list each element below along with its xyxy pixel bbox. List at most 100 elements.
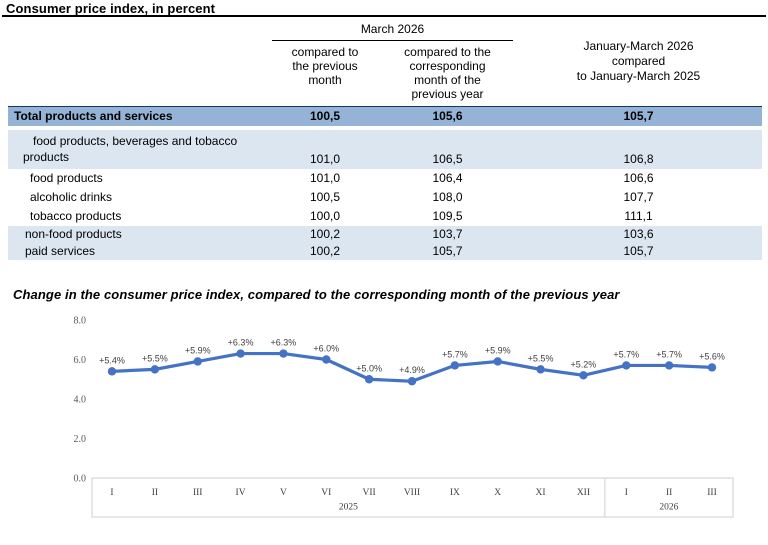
x-axis-month-label: II [152,488,158,498]
cpi-line-chart: 0.02.04.06.08.0I II III IV V VI VII VIII IX X XI XI… [74,316,734,518]
row-value: 100,0 [309,209,341,224]
table-row: food products 101,0 106,4 106,6 [8,168,762,188]
data-point-marker [150,365,160,374]
row-value: 103,7 [432,227,463,242]
table-row: paid services 100,2 105,7 105,7 [8,242,762,260]
table-body: Total products and services 100,5 105,6 105… [8,105,762,260]
row-label: tobacco products [30,209,122,224]
row-value: 105,7 [623,244,654,259]
table-row: food products, beverages and tobacco pro… [8,129,762,169]
data-point-marker [536,365,545,374]
row-value: 106,6 [623,171,654,186]
data-point-label: +5.0% [356,363,382,373]
row-value: 100,2 [309,244,341,259]
data-point-label: +5.4% [99,355,125,365]
x-axis-year-label: 2026 [659,503,678,513]
row-value: 106,5 [432,151,463,166]
x-axis-month-label: IX [450,488,460,498]
y-axis-tick-label: 4.0 [74,395,87,406]
column-header-vs-previous-year: compared to the corresponding month of t… [404,45,491,102]
x-axis-month-label: X [494,488,501,498]
y-axis-tick-label: 0.0 [74,474,87,485]
row-value: 101,0 [309,171,341,186]
column-header-jan-march: January-March 2026 compared to January-M… [576,38,701,83]
row-value: 105,6 [432,109,463,124]
row-label: paid services [25,244,96,259]
data-point-label: +5.7% [613,349,639,359]
row-value: 100,2 [309,227,341,242]
x-axis-box [91,477,734,518]
data-point-label: +5.7% [656,349,682,359]
data-point-marker [493,357,502,366]
row-value: 105,7 [623,109,654,124]
data-point-marker [236,349,245,358]
data-point-label: +6.3% [271,338,297,348]
data-point-marker [707,363,717,372]
y-axis-tick-label: 8.0 [74,316,87,327]
y-axis-tick-label: 6.0 [74,355,87,366]
data-point-marker [107,367,117,376]
row-value: 109,5 [432,209,463,224]
x-axis-month-label: I [625,488,628,498]
table-row: alcoholic drinks 100,5 108,0 107,7 [8,187,762,207]
x-axis-month-label: XI [536,488,546,498]
title-underline [2,15,766,17]
row-value: 105,7 [432,244,463,259]
row-label: Total products and services [14,109,173,124]
data-point-label: +5.6% [699,351,725,361]
x-axis-month-label: V [280,488,287,498]
data-point-marker [450,361,460,370]
x-axis-month-label: VIII [404,488,420,498]
data-point-label: +5.5% [528,353,554,363]
data-point-label: +5.9% [185,345,211,355]
data-point-marker [407,377,417,386]
row-value: 100,5 [309,109,341,124]
data-point-marker [579,371,588,380]
page-title: Consumer price index, in percent [6,1,216,16]
data-point-marker [322,355,331,364]
data-point-marker [279,349,288,358]
row-value: 101,0 [309,151,341,166]
column-header-vs-previous-month: compared to the previous month [291,45,359,88]
header-spacer [8,17,270,106]
row-value: 100,5 [309,190,341,205]
y-axis-tick-label: 2.0 [74,434,87,445]
x-axis-month-label: II [666,488,672,498]
data-point-label: +6.0% [313,344,339,354]
chart-title: Change in the consumer price index, comp… [13,287,620,302]
row-value: 106,8 [623,151,654,166]
data-point-label: +6.3% [228,338,254,348]
data-point-label: +5.5% [142,353,168,363]
row-value: 107,7 [623,190,654,205]
row-label: alcoholic drinks [30,190,113,205]
cpi-table: March 2026 compared to the previous mont… [8,17,762,260]
data-point-label: +5.2% [571,359,597,369]
x-axis-month-label: III [707,488,717,498]
data-point-marker [364,375,374,384]
data-point-label: +5.7% [442,349,468,359]
row-value: 111,1 [624,209,653,224]
data-point-marker [622,361,631,370]
table-row: tobacco products 100,0 109,5 111,1 [8,206,762,226]
x-axis-month-label: VII [363,488,376,498]
x-axis-month-label: XII [577,488,590,498]
x-axis-month-label: I [110,488,113,498]
x-axis-month-label: VI [321,488,331,498]
x-axis-year-label: 2025 [339,503,358,513]
row-label: non-food products [25,227,122,242]
row-value: 108,0 [432,190,463,205]
data-point-label: +4.9% [399,365,425,375]
row-label: food products, beverages and tobacco pro… [23,134,238,165]
x-axis-month-label: IV [236,488,246,498]
table-row: Total products and services 100,5 105,6 105… [8,105,762,126]
table-row: non-food products 100,2 103,7 103,6 [8,225,762,243]
row-label: food products [30,171,103,186]
row-value: 103,6 [623,227,654,242]
data-point-marker [193,357,202,366]
x-axis-month-label: III [193,488,203,498]
column-group-header-march-2026: March 2026 [272,17,513,41]
table-header: March 2026 compared to the previous mont… [8,17,762,106]
data-point-label: +5.9% [485,345,511,355]
data-point-marker [664,361,674,370]
row-value: 106,4 [432,171,463,186]
